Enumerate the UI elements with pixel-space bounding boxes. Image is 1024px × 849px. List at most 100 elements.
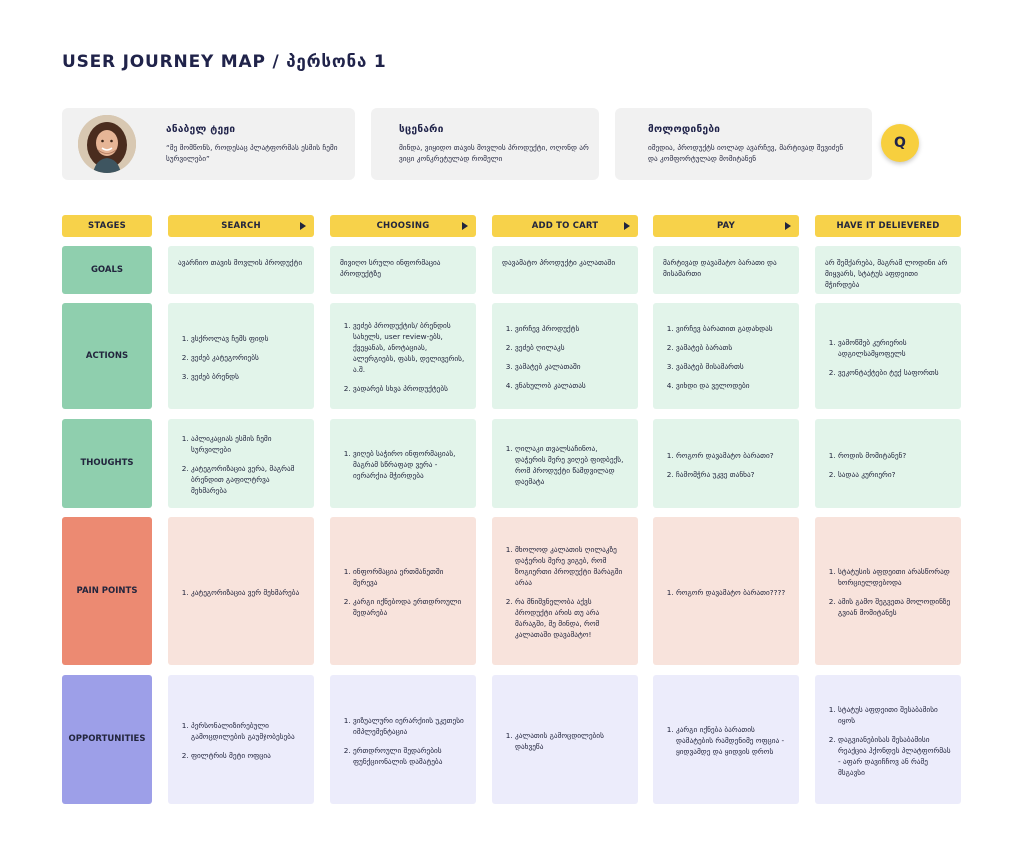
list-item: ვეკონტაქტები ტექ საფორთს: [838, 367, 951, 378]
row-label-thoughts: THOUGHTS: [62, 419, 152, 508]
stage-add-to-cart: ADD TO CART: [492, 215, 638, 237]
list-item: ვირჩევ პროდუქტს: [515, 323, 628, 334]
list-item: კარგი იქნება ბარათის დამატების რამდენიმე…: [676, 724, 789, 757]
list-item: ფილტრის მეტი ოფცია: [191, 750, 304, 761]
list-item: რა მნიშვნელობა აქვს პროდუქტი არის თუ არა…: [515, 596, 628, 640]
numbered-list: ვსქროლავ ჩემს ფიდს ვეძებ კატეგორიებს ვეძებ…: [178, 333, 304, 382]
numbered-list: სტატუს აფდეითი შესაბამისი იყოს დაგვიანები…: [825, 704, 951, 778]
opportunities-cell: კარგი იქნება ბარათის დამატების რამდენიმე…: [653, 675, 799, 804]
list-item: დაგვიანებისას შესაბამისი რეაქცია ჰქონდეს…: [838, 734, 951, 778]
pain-points-cell: მხოლოდ კალათის ღილაკზე დაჭერის მერე ვიგე…: [492, 517, 638, 665]
numbered-list: ვიღებ საჭირო ინფორმაციას, მაგრამ სწრაფად…: [340, 448, 466, 481]
persona-card: ანაბელ ტეჟი “მე მომწონს, როდესაც პლატფორ…: [62, 108, 355, 180]
numbered-list: აპლიკაციას ესმის ჩემი სურვილები კატეგორიზ…: [178, 433, 304, 496]
list-item: ვამატებ კალათაში: [515, 361, 628, 372]
page-title: USER JOURNEY MAP / პერსონა 1: [62, 52, 387, 72]
list-item: ვამატებ ბარათს: [676, 342, 789, 353]
numbered-list: როგორ დავამატო ბარათი????: [663, 587, 789, 598]
goals-cell: დავამატო პროდუქტი კალათაში: [492, 246, 638, 294]
stage-label: SEARCH: [221, 220, 261, 231]
numbered-list: ღილაკი თვალსაჩინოა, დაჭერის მერე ვიღებ ფ…: [502, 443, 628, 487]
persona-quote: “მე მომწონს, როდესაც პლატფორმას ესმის ჩე…: [166, 143, 338, 163]
list-item: ვიღებ საჭირო ინფორმაციას, მაგრამ სწრაფად…: [353, 448, 466, 481]
list-item: ღილაკი თვალსაჩინოა, დაჭერის მერე ვიღებ ფ…: [515, 443, 628, 487]
numbered-list: კარგი იქნება ბარათის დამატების რამდენიმე…: [663, 724, 789, 757]
row-label-opportunities: OPPORTUNITIES: [62, 675, 152, 804]
stage-search: SEARCH: [168, 215, 314, 237]
numbered-list: მხოლოდ კალათის ღილაკზე დაჭერის მერე ვიგე…: [502, 544, 628, 640]
numbered-list: როდის მომიტანენ? სადაა კურიერი?: [825, 450, 951, 480]
numbered-list: ვამოწმებ კურიერის ადგილსამყოფელს ვეკონტაქ…: [825, 337, 951, 378]
list-item: კატეგორიზაცია ვერა, მაგრამ ბრენდით გაფილ…: [191, 463, 304, 496]
actions-cell: ვირჩევ ბარათით გადახდას ვამატებ ბარათს ვამ…: [653, 303, 799, 409]
play-arrow-icon: [785, 222, 791, 230]
row-label-goals: GOALS: [62, 246, 152, 294]
play-arrow-icon: [462, 222, 468, 230]
list-item: ვეძებ კატეგორიებს: [191, 352, 304, 363]
play-arrow-icon: [624, 222, 630, 230]
goals-cell: მივიღო სრული ინფორმაცია პროდუქტზე: [330, 246, 476, 294]
pain-points-cell: ინფორმაცია ერთმანეთში მერევა კარგი იქნებო…: [330, 517, 476, 665]
list-item: ჩამომჭრა უკვე თანხა?: [676, 469, 789, 480]
numbered-list: ინფორმაცია ერთმანეთში მერევა კარგი იქნებო…: [340, 566, 466, 618]
stage-choosing: CHOOSING: [330, 215, 476, 237]
actions-cell: ვსქროლავ ჩემს ფიდს ვეძებ კატეგორიებს ვეძებ…: [168, 303, 314, 409]
scenario-heading: სცენარი: [399, 124, 444, 135]
list-item: ვიზუალური იერარქიის უკეთესი იმპლემენტაცი…: [353, 715, 466, 737]
thoughts-cell: ღილაკი თვალსაჩინოა, დაჭერის მერე ვიღებ ფ…: [492, 419, 638, 508]
stage-label: ADD TO CART: [531, 220, 599, 231]
list-item: ვამატებ მისამართს: [676, 361, 789, 372]
numbered-list: როგორ დავამატო ბარათი? ჩამომჭრა უკვე თანხ…: [663, 450, 789, 480]
opportunities-cell: პერსონალიზირებული გამოცდილების გაუმჯობეს…: [168, 675, 314, 804]
persona-name: ანაბელ ტეჟი: [166, 124, 236, 135]
list-item: ვადარებ სხვა პროდუქტებს: [353, 383, 466, 394]
numbered-list: კალათის გამოცდილების დახვეწა: [502, 730, 628, 752]
list-item: ვეძებ ღილაკს: [515, 342, 628, 353]
row-label-actions: ACTIONS: [62, 303, 152, 409]
scenario-text: მინდა, ვიყიდო თავის მოვლის პროდუქტი, ოღო…: [399, 143, 589, 163]
list-item: ვამოწმებ კურიერის ადგილსამყოფელს: [838, 337, 951, 359]
goals-cell: ავარჩიო თავის მოვლის პროდუქტი: [168, 246, 314, 294]
list-item: ვნახულობ კალათას: [515, 380, 628, 391]
pain-points-cell: კატეგორიზაცია ვერ მეხმარება: [168, 517, 314, 665]
list-item: სადაა კურიერი?: [838, 469, 951, 480]
q-button[interactable]: Q: [881, 124, 919, 162]
thoughts-cell: ვიღებ საჭირო ინფორმაციას, მაგრამ სწრაფად…: [330, 419, 476, 508]
list-item: როგორ დავამატო ბარათი?: [676, 450, 789, 461]
numbered-list: ვირჩევ ბარათით გადახდას ვამატებ ბარათს ვამ…: [663, 323, 789, 391]
stage-pay: PAY: [653, 215, 799, 237]
actions-cell: ვამოწმებ კურიერის ადგილსამყოფელს ვეკონტაქ…: [815, 303, 961, 409]
cell-text: არ შემქარება, მაგრამ ლოდინი არ მიყვარს, …: [825, 258, 948, 289]
list-item: როდის მომიტანენ?: [838, 450, 951, 461]
cell-text: მარტივად დავამატო ბარათი და მისამართი: [663, 258, 777, 278]
list-item: პერსონალიზირებული გამოცდილების გაუმჯობეს…: [191, 720, 304, 742]
numbered-list: ვიზუალური იერარქიის უკეთესი იმპლემენტაცი…: [340, 715, 466, 767]
opportunities-cell: ვიზუალური იერარქიის უკეთესი იმპლემენტაცი…: [330, 675, 476, 804]
goals-cell: არ შემქარება, მაგრამ ლოდინი არ მიყვარს, …: [815, 246, 961, 294]
list-item: ვეძებ ბრენდს: [191, 371, 304, 382]
list-item: სტატუს აფდეითი შესაბამისი იყოს: [838, 704, 951, 726]
actions-cell: ვეძებ პროდუქტის/ ბრენდის სახელს, user re…: [330, 303, 476, 409]
list-item: ვეძებ პროდუქტის/ ბრენდის სახელს, user re…: [353, 320, 466, 375]
cell-text: მივიღო სრული ინფორმაცია პროდუქტზე: [340, 258, 441, 278]
list-item: მხოლოდ კალათის ღილაკზე დაჭერის მერე ვიგე…: [515, 544, 628, 588]
stage-have-it-delievered: HAVE IT DELIEVERED: [815, 215, 961, 237]
stage-label: PAY: [717, 220, 735, 231]
expectations-text: იმედია, პროდუქტს იოლად ავარჩევ, მარტივად…: [648, 143, 844, 163]
opportunities-cell: კალათის გამოცდილების დახვეწა: [492, 675, 638, 804]
cell-text: ავარჩიო თავის მოვლის პროდუქტი: [178, 258, 303, 267]
list-item: ამის გამო შეგვეთა მოლოდინზე გვიან მომიტა…: [838, 596, 951, 618]
pain-points-cell: როგორ დავამატო ბარათი????: [653, 517, 799, 665]
thoughts-cell: აპლიკაციას ესმის ჩემი სურვილები კატეგორიზ…: [168, 419, 314, 508]
opportunities-cell: სტატუს აფდეითი შესაბამისი იყოს დაგვიანები…: [815, 675, 961, 804]
scenario-card: სცენარი მინდა, ვიყიდო თავის მოვლის პროდუ…: [371, 108, 599, 180]
list-item: სტატუსის აფდეითი არასწორად ხორციელდებოდა: [838, 566, 951, 588]
pain-points-cell: სტატუსის აფდეითი არასწორად ხორციელდებოდა…: [815, 517, 961, 665]
list-item: როგორ დავამატო ბარათი????: [676, 587, 789, 598]
numbered-list: კატეგორიზაცია ვერ მეხმარება: [178, 587, 304, 598]
list-item: ვსქროლავ ჩემს ფიდს: [191, 333, 304, 344]
numbered-list: სტატუსის აფდეითი არასწორად ხორციელდებოდა…: [825, 566, 951, 618]
list-item: ვირჩევ ბარათით გადახდას: [676, 323, 789, 334]
row-label-pain-points: PAIN POINTS: [62, 517, 152, 665]
stage-label: HAVE IT DELIEVERED: [836, 220, 940, 231]
